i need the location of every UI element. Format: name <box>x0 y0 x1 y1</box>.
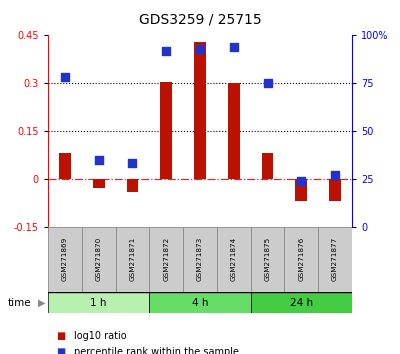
Point <box>62 75 68 80</box>
Bar <box>93 179 104 188</box>
Bar <box>149 292 251 313</box>
Text: ■: ■ <box>56 331 65 341</box>
Text: ■: ■ <box>56 347 65 354</box>
Point <box>197 46 203 52</box>
Bar <box>116 227 149 292</box>
Text: GDS3259 / 25715: GDS3259 / 25715 <box>139 12 261 27</box>
Point <box>163 48 170 53</box>
Bar <box>296 179 307 201</box>
Text: percentile rank within the sample: percentile rank within the sample <box>74 347 239 354</box>
Text: GSM271869: GSM271869 <box>62 237 68 281</box>
Text: ▶: ▶ <box>38 298 46 308</box>
Text: GSM271872: GSM271872 <box>163 237 169 281</box>
Bar <box>217 227 251 292</box>
Bar <box>183 227 217 292</box>
Text: log10 ratio: log10 ratio <box>74 331 127 341</box>
Bar <box>228 83 240 179</box>
Text: 24 h: 24 h <box>290 298 313 308</box>
Bar <box>251 292 352 313</box>
Text: GSM271870: GSM271870 <box>96 237 102 281</box>
Point <box>96 157 102 162</box>
Text: GSM271871: GSM271871 <box>130 237 136 281</box>
Bar <box>149 227 183 292</box>
Point <box>264 80 271 86</box>
Point <box>230 44 237 50</box>
Text: GSM271873: GSM271873 <box>197 237 203 281</box>
Bar <box>284 227 318 292</box>
Text: time: time <box>8 298 32 308</box>
Bar <box>160 81 172 179</box>
Point <box>129 161 136 166</box>
Text: GSM271877: GSM271877 <box>332 237 338 281</box>
Point <box>332 172 338 178</box>
Bar <box>59 153 71 179</box>
Bar <box>329 179 341 201</box>
Bar <box>194 42 206 179</box>
Point <box>298 178 304 183</box>
Bar <box>82 227 116 292</box>
Bar <box>318 227 352 292</box>
Bar <box>126 179 138 192</box>
Bar <box>251 227 284 292</box>
Text: GSM271875: GSM271875 <box>264 237 270 281</box>
Bar <box>48 292 149 313</box>
Bar <box>48 227 82 292</box>
Bar <box>262 153 274 179</box>
Text: GSM271874: GSM271874 <box>231 237 237 281</box>
Text: GSM271876: GSM271876 <box>298 237 304 281</box>
Text: 4 h: 4 h <box>192 298 208 308</box>
Text: 1 h: 1 h <box>90 298 107 308</box>
